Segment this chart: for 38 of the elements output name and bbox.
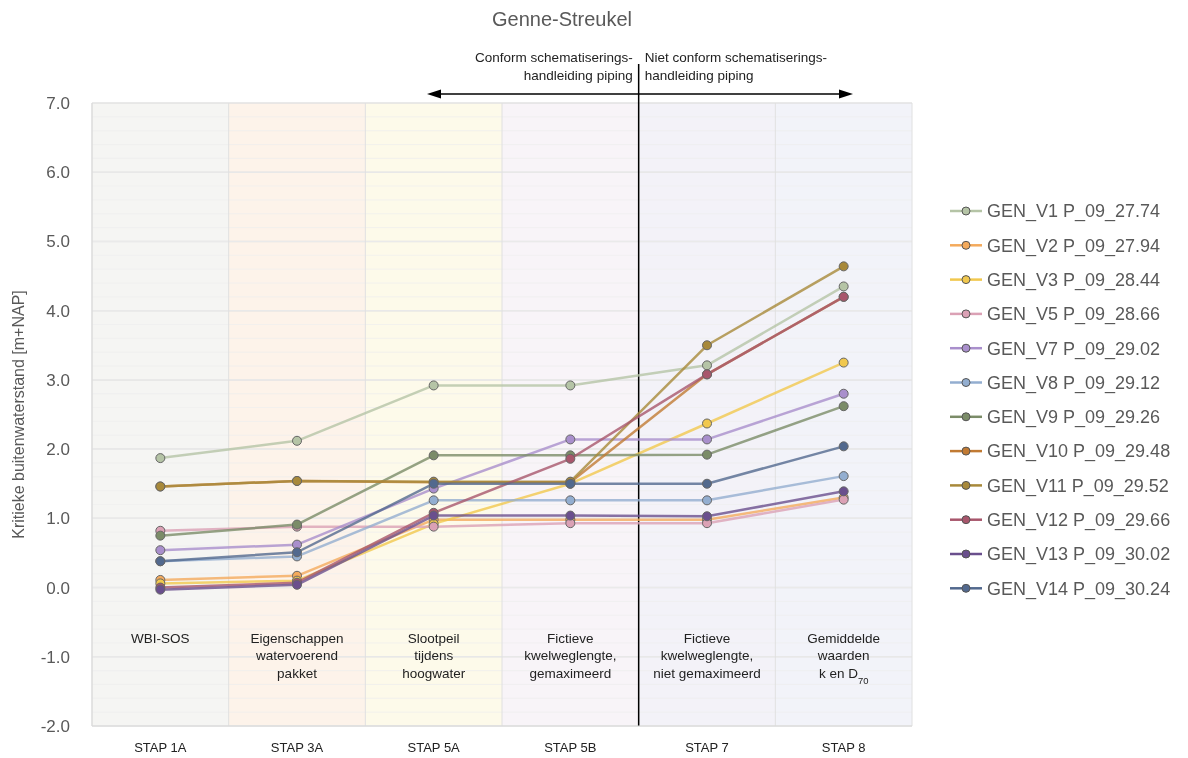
y-tick-label: -1.0 xyxy=(40,647,70,667)
y-tick-label: 7.0 xyxy=(46,93,70,113)
legend-label: GEN_V1 P_09_27.74 xyxy=(987,201,1161,223)
legend-label: GEN_V7 P_09_29.02 xyxy=(987,338,1161,360)
y-tick-label: 6.0 xyxy=(46,163,70,183)
y-tick-label: 0.0 xyxy=(46,578,70,598)
x-tick-label: STAP 3A xyxy=(270,740,324,755)
legend-label: GEN_V13 P_09_30.02 xyxy=(987,544,1171,566)
y-tick-label: -2.0 xyxy=(40,716,70,736)
legend-label: GEN_V11 P_09_29.52 xyxy=(987,475,1169,497)
x-tick-label: STAP 1A xyxy=(134,740,187,755)
legend-label: GEN_V9 P_09_29.26 xyxy=(987,407,1161,429)
annotation: WBI-SOS xyxy=(131,630,190,646)
x-tick-label: STAP 8 xyxy=(821,740,866,755)
text: Conform schematiserings- handleiding piping xyxy=(475,50,633,83)
annotation: Gemiddelde waarden k en D$_{70}$ xyxy=(807,630,881,686)
y-tick-label: 5.0 xyxy=(46,232,70,252)
legend-label: GEN_V8 P_09_29.12 xyxy=(987,372,1161,394)
legend-label: GEN_V14 P_09_30.24 xyxy=(987,578,1171,600)
annotation: Slootpeil tijdens hoogwater xyxy=(402,630,466,681)
y-tick-label: 2.0 xyxy=(46,440,70,460)
y-axis-title: Kritieke buitenwaterstand [m+NAP] xyxy=(10,290,27,539)
annotation: Fictieve kwelweglengte, niet gemaximeerd xyxy=(653,630,761,681)
legend-label: GEN_V10 P_09_29.48 xyxy=(987,441,1171,463)
x-tick-label: STAP 5B xyxy=(544,740,597,755)
y-tick-label: 3.0 xyxy=(46,370,70,390)
legend-label: GEN_V5 P_09_28.66 xyxy=(987,304,1161,326)
legend-label: GEN_V12 P_09_29.66 xyxy=(987,510,1171,531)
x-tick-label: STAP 5A xyxy=(407,740,461,755)
text: Niet conform schematiserings- handleiding piping xyxy=(644,50,827,83)
y-tick-label: 4.0 xyxy=(46,301,70,321)
y-tick-label: 1.0 xyxy=(46,509,70,529)
x-tick-label: STAP 7 xyxy=(685,740,729,755)
legend-label: GEN_V3 P_09_28.44 xyxy=(987,269,1161,291)
annotation: Fictieve kwelweglengte, gemaximeerd xyxy=(524,630,617,681)
legend-label: GEN_V2 P_09_27.94 xyxy=(987,235,1161,257)
chart-title: Genne-Streukel xyxy=(491,8,633,30)
annotation: Eigenschappen watervoerend pakket xyxy=(250,630,344,681)
